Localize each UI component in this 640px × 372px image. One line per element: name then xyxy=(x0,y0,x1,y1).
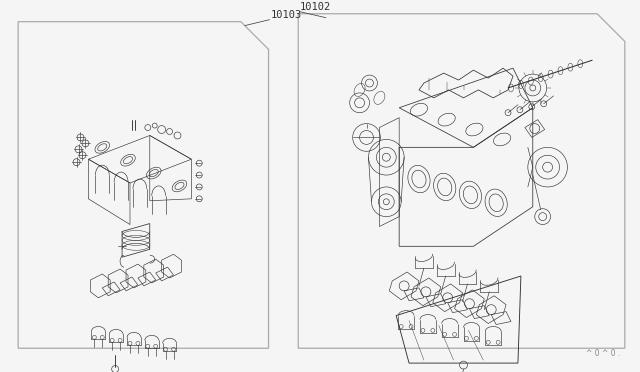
Text: 10103: 10103 xyxy=(271,10,302,20)
Text: 10102: 10102 xyxy=(300,2,332,12)
Text: ^ 0 ^ 0 .: ^ 0 ^ 0 . xyxy=(586,349,621,358)
